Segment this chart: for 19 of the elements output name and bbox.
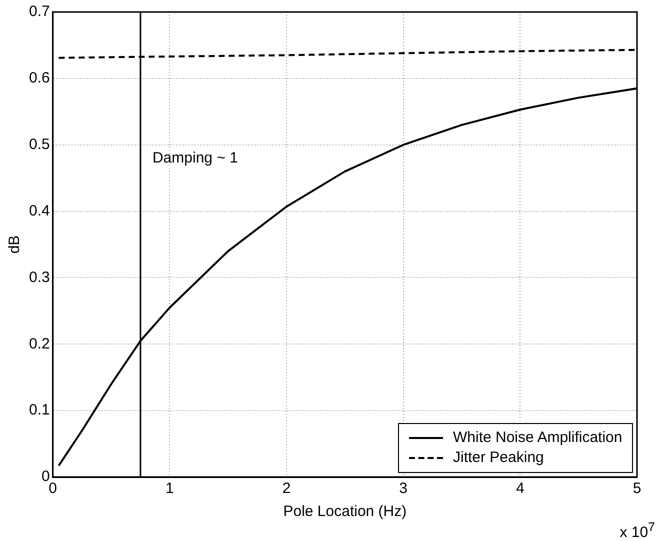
y-tick-label: 0.4 xyxy=(28,202,50,220)
y-tick-label: 0.7 xyxy=(28,3,50,20)
legend-label: White Noise Amplification xyxy=(453,429,622,446)
y-tick-label: 0.1 xyxy=(28,402,50,419)
x-tick-label: 4 xyxy=(516,480,524,498)
legend-label: Jitter Peaking xyxy=(453,449,544,466)
y-axis-title: dB xyxy=(6,235,24,254)
y-tick-label: 0.2 xyxy=(28,335,50,352)
y-tick-label: 0.5 xyxy=(28,136,50,153)
y-tick-label: 0.6 xyxy=(28,70,50,87)
x-tick-label: 1 xyxy=(166,480,174,498)
x-tick-label: 3 xyxy=(399,480,408,498)
annotation: Damping ~ 1 xyxy=(152,149,238,166)
x-tick-label: 2 xyxy=(282,480,291,498)
x-axis-title: Pole Location (Hz) xyxy=(283,503,407,520)
text: x 10$^{7}$ xyxy=(620,520,655,541)
y-tick-label: 0 xyxy=(42,468,50,486)
x-tick-label: 5 xyxy=(632,480,642,498)
y-tick-label: 0.3 xyxy=(28,268,50,286)
